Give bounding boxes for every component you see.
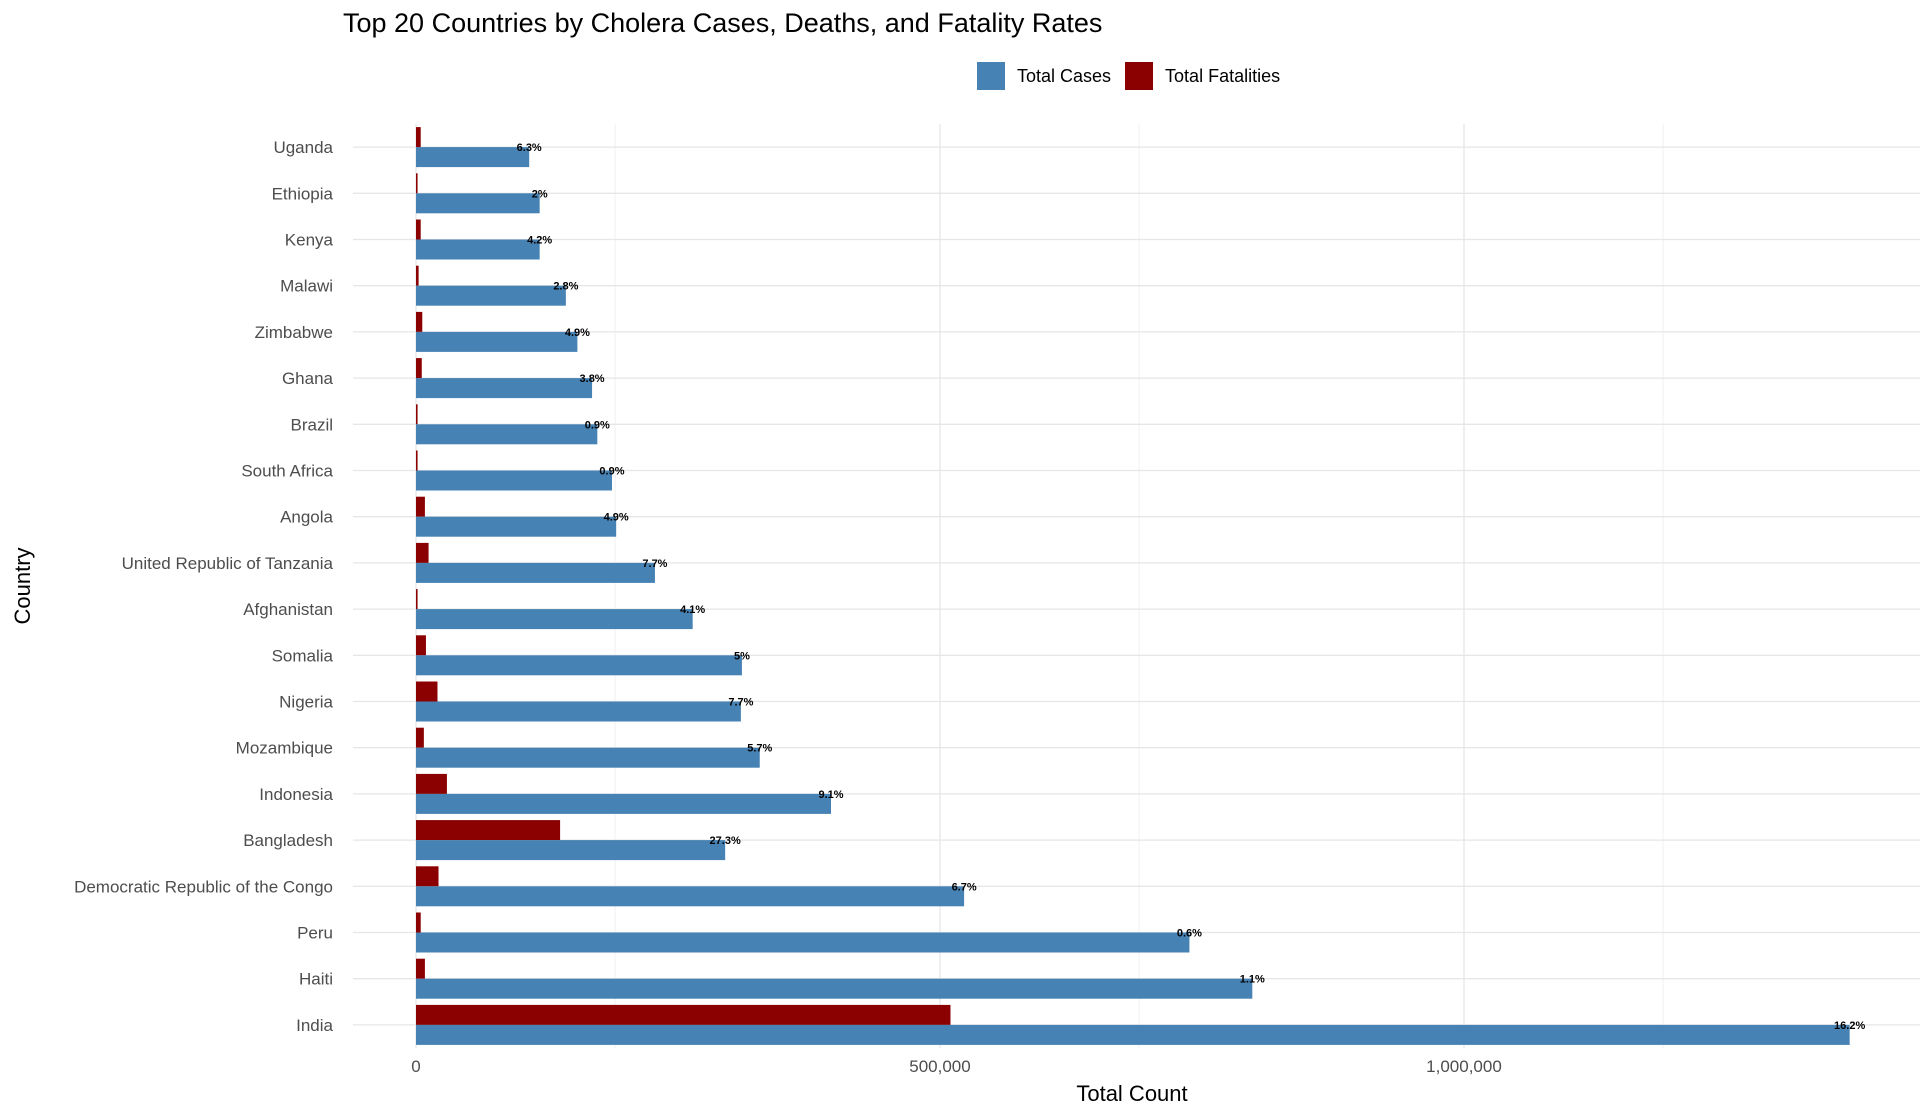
legend: Total Cases Total Fatalities xyxy=(977,62,1294,90)
bar-total-cases xyxy=(416,840,726,861)
legend-item-fatalities: Total Fatalities xyxy=(1125,62,1280,90)
fatality-rate-label: 5% xyxy=(734,650,750,662)
bar-total-cases xyxy=(416,609,693,630)
fatality-rate-label: 4.9% xyxy=(604,512,629,524)
bar-total-cases xyxy=(416,331,578,352)
bar-total-fatalities xyxy=(416,727,424,748)
chart-title: Top 20 Countries by Cholera Cases, Death… xyxy=(343,8,1103,38)
y-tick-label: Democratic Republic of the Congo xyxy=(74,877,333,896)
y-tick-label: Brazil xyxy=(290,415,333,434)
y-tick-label: Indonesia xyxy=(259,785,333,804)
bar-total-cases xyxy=(416,424,598,445)
x-tick-label: 0 xyxy=(411,1057,420,1076)
legend-item-cases: Total Cases xyxy=(977,62,1111,90)
bar-total-fatalities xyxy=(416,404,418,425)
x-tick-label: 1,000,000 xyxy=(1426,1057,1502,1076)
bar-total-cases xyxy=(416,655,742,676)
bar-total-fatalities xyxy=(416,173,418,194)
fatality-rate-label: 27.3% xyxy=(710,835,741,847)
bar-total-fatalities xyxy=(416,681,438,702)
bar-total-fatalities xyxy=(416,450,418,471)
bar-total-fatalities xyxy=(416,219,421,240)
y-tick-label: Kenya xyxy=(285,231,334,250)
bar-total-fatalities xyxy=(416,958,425,979)
bar-total-fatalities xyxy=(416,127,421,148)
fatality-rate-label: 7.7% xyxy=(642,558,667,570)
y-tick-label: Somalia xyxy=(272,646,334,665)
x-axis-title: Total Count xyxy=(1076,1081,1187,1106)
bar-total-fatalities xyxy=(416,589,418,610)
bar-total-cases xyxy=(416,932,1190,953)
bar-total-cases xyxy=(416,1024,1850,1045)
bar-total-fatalities xyxy=(416,866,439,887)
bar-total-fatalities xyxy=(416,1004,951,1025)
fatality-rate-label: 4.2% xyxy=(527,235,552,247)
bar-total-fatalities xyxy=(416,542,429,563)
bar-total-cases xyxy=(416,378,593,399)
fatality-rate-label: 4.9% xyxy=(565,327,590,339)
legend-swatch-cases xyxy=(977,62,1005,90)
fatality-rate-label: 0.9% xyxy=(585,419,610,431)
bar-total-cases xyxy=(416,886,965,907)
fatality-rate-label: 0.9% xyxy=(599,466,624,478)
y-tick-label: South Africa xyxy=(241,462,333,481)
y-tick-label: Ethiopia xyxy=(272,184,334,203)
bar-total-fatalities xyxy=(416,358,422,379)
y-tick-label: Malawi xyxy=(280,277,333,296)
bar-total-cases xyxy=(416,285,566,306)
y-tick-label: Bangladesh xyxy=(243,831,333,850)
fatality-rate-label: 5.7% xyxy=(747,743,772,755)
fatality-rate-label: 9.1% xyxy=(818,789,843,801)
fatality-rate-label: 6.3% xyxy=(517,142,542,154)
bar-total-cases xyxy=(416,516,617,537)
bar-total-fatalities xyxy=(416,820,561,841)
y-axis-title: Country xyxy=(10,547,35,624)
fatality-rate-label: 2.8% xyxy=(553,281,578,293)
bar-total-cases xyxy=(416,239,540,260)
y-tick-label: Peru xyxy=(297,924,333,943)
fatality-rate-label: 6.7% xyxy=(952,881,977,893)
bar-total-fatalities xyxy=(416,311,423,332)
y-tick-label: Uganda xyxy=(273,138,333,157)
y-tick-label: Afghanistan xyxy=(243,600,333,619)
bar-total-cases xyxy=(416,793,832,814)
y-tick-label: Haiti xyxy=(299,970,333,989)
bar-total-fatalities xyxy=(416,773,447,794)
fatality-rate-label: 3.8% xyxy=(580,373,605,385)
bar-total-cases xyxy=(416,747,760,768)
bar-total-cases xyxy=(416,470,612,491)
y-tick-label: India xyxy=(296,1016,333,1035)
fatality-rate-label: 4.1% xyxy=(680,604,705,616)
y-tick-label: Zimbabwe xyxy=(255,323,333,342)
fatality-rate-label: 1.1% xyxy=(1240,974,1265,986)
legend-label-cases: Total Cases xyxy=(1017,65,1112,86)
fatality-rate-label: 16.2% xyxy=(1834,1020,1865,1032)
bar-total-fatalities xyxy=(416,635,426,656)
bar-total-cases xyxy=(416,193,540,214)
bar-total-fatalities xyxy=(416,265,419,286)
legend-label-fatalities: Total Fatalities xyxy=(1165,65,1281,86)
bar-total-cases xyxy=(416,147,530,168)
bar-total-cases xyxy=(416,562,655,583)
bar-total-fatalities xyxy=(416,496,425,517)
fatality-rate-label: 7.7% xyxy=(728,697,753,709)
bar-total-cases xyxy=(416,701,741,722)
legend-swatch-fatalities xyxy=(1125,62,1154,90)
y-tick-label: Ghana xyxy=(282,369,334,388)
y-tick-label: Mozambique xyxy=(236,739,333,758)
bar-total-fatalities xyxy=(416,912,421,933)
fatality-rate-label: 0.6% xyxy=(1177,928,1202,940)
y-tick-label: Nigeria xyxy=(279,693,333,712)
x-tick-label: 500,000 xyxy=(909,1057,970,1076)
y-tick-label: United Republic of Tanzania xyxy=(122,554,334,573)
bar-total-cases xyxy=(416,978,1253,999)
y-tick-label: Angola xyxy=(280,508,333,527)
fatality-rate-label: 2% xyxy=(532,188,548,200)
